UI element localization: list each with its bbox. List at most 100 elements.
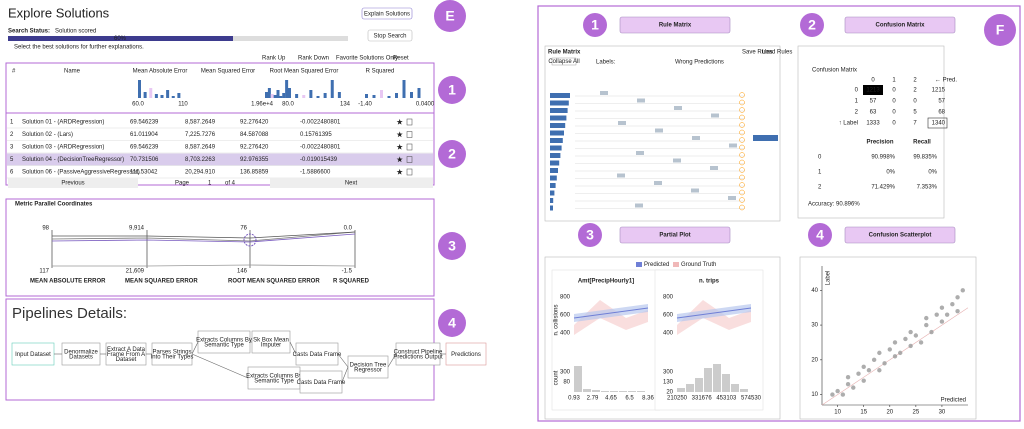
column-header: # — [12, 69, 16, 75]
rule-cond — [728, 196, 736, 200]
rule-coverage — [550, 108, 568, 113]
cell: 3 — [10, 145, 14, 151]
pipeline-node-label: Casts Data Frame — [293, 352, 342, 358]
collapse-label: Collapse All — [548, 59, 579, 65]
summary-tick: 0.0400 — [416, 102, 435, 108]
x-tick: 2.79 — [587, 396, 599, 402]
delete-icon[interactable] — [406, 168, 413, 176]
row-highlight — [7, 153, 433, 166]
page-number: 1 — [208, 181, 212, 187]
mini-bar — [276, 90, 280, 98]
x-tick-label: 30 — [939, 410, 946, 416]
x-tick-label: 15 — [860, 410, 867, 416]
mini-bar — [160, 95, 164, 98]
cm-cell: 57 — [938, 99, 945, 105]
cm-cell: 1213 — [866, 88, 880, 94]
badge-circle — [808, 223, 832, 247]
rule-coverage — [550, 190, 555, 196]
predicted-line — [676, 307, 752, 319]
badge-circle — [583, 13, 607, 37]
rule-coverage — [550, 130, 564, 136]
cell: 5 — [10, 157, 14, 163]
control-label: Rank Down — [298, 56, 329, 62]
prev-label: Previous — [61, 181, 84, 187]
mini-bar — [410, 92, 413, 98]
mini-bar — [177, 93, 181, 98]
y-tick: 400 — [663, 331, 674, 337]
count-tick: 80 — [563, 380, 570, 386]
metric-class: 0 — [818, 155, 822, 161]
mini-bar — [372, 95, 376, 98]
rule-pred — [739, 159, 745, 166]
scatter-point — [877, 368, 882, 373]
mini-bar — [270, 94, 274, 98]
panel-header — [619, 16, 731, 34]
mini-bar — [295, 94, 299, 98]
scatter-point — [944, 312, 950, 317]
mini-bar — [316, 96, 320, 98]
mini-bar — [337, 92, 341, 98]
favorite-star[interactable]: ★ — [397, 144, 403, 152]
favorite-star[interactable]: ★ — [397, 119, 403, 127]
cm-header: 0 — [871, 78, 875, 84]
scatter-point — [955, 295, 960, 300]
explain-frame — [537, 5, 1021, 422]
cell: 1 — [10, 120, 14, 126]
x-tick: 210250 — [667, 396, 688, 402]
metric-precision: 71.429% — [871, 185, 895, 191]
delete-icon[interactable] — [406, 131, 413, 138]
rule-coverage — [550, 115, 567, 121]
y-tick: 800 — [663, 295, 674, 301]
x-tick: 331676 — [692, 396, 713, 402]
favorite-star[interactable]: ★ — [397, 169, 403, 177]
delete-icon[interactable] — [406, 118, 413, 126]
rule-coverage — [550, 138, 563, 143]
rule-coverage — [550, 175, 557, 181]
cm-header: ← Pred. — [935, 78, 957, 84]
favorite-star[interactable]: ★ — [397, 156, 403, 164]
parallel-line — [52, 264, 356, 267]
badge: F — [996, 22, 1005, 38]
mini-bar — [387, 96, 391, 98]
rule-coverage — [550, 205, 553, 211]
subplot-title: Amt[PrecipHourly1] — [578, 279, 634, 285]
count-bar — [677, 388, 685, 392]
cm-cell: 2 — [913, 88, 917, 94]
panel-header — [844, 16, 956, 34]
rule-pred — [739, 137, 745, 143]
mini-bar — [330, 80, 334, 98]
panel-title: Partial Plot — [659, 233, 690, 239]
parallel-title: Metric Parallel Coordinates — [15, 202, 93, 208]
stop-button[interactable] — [367, 29, 413, 42]
delete-icon[interactable] — [406, 156, 413, 163]
axis-bottom: 21,609 — [126, 269, 145, 275]
badge: 4 — [816, 227, 824, 243]
x-tick: 0.93 — [568, 396, 580, 402]
cell: 61.011904 — [130, 132, 159, 138]
progress-bar — [8, 36, 233, 41]
column-header: R Squared — [366, 69, 395, 75]
panel-header — [619, 226, 731, 244]
cm-cell: 1215 — [932, 88, 946, 94]
rule-pred — [739, 182, 745, 188]
cell: 92.276420 — [240, 145, 269, 151]
subplot-title: n. trips — [699, 279, 720, 285]
section-box — [5, 112, 435, 186]
count-bar — [686, 384, 694, 392]
cell: 8,587.2649 — [185, 120, 216, 126]
delete-icon[interactable] — [406, 143, 413, 151]
badge-circle — [800, 13, 824, 37]
count-bar — [731, 384, 739, 392]
cell: 6 — [10, 170, 14, 176]
count-bar — [583, 389, 591, 392]
cm-cell: 0 — [892, 99, 896, 105]
column-header: Mean Squared Error — [201, 69, 255, 75]
favorite-star[interactable]: ★ — [397, 131, 403, 139]
rule-cond — [600, 91, 608, 95]
count-bar — [574, 366, 582, 392]
scatter-point — [929, 329, 934, 335]
count-bar — [610, 391, 618, 392]
metric-header: Precision — [866, 140, 893, 146]
badge-circle — [578, 223, 602, 247]
cell: -0.019015439 — [300, 157, 338, 163]
